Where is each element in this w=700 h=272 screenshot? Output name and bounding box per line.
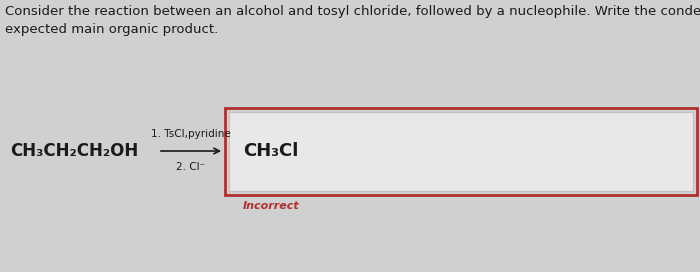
Text: CH₃CH₂CH₂OH: CH₃CH₂CH₂OH: [10, 142, 139, 160]
Text: 1. TsCl,pyridine: 1. TsCl,pyridine: [151, 129, 231, 139]
Text: CH₃Cl: CH₃Cl: [243, 143, 298, 160]
FancyBboxPatch shape: [229, 112, 693, 191]
Text: 2. Cl⁻: 2. Cl⁻: [176, 162, 206, 172]
Text: Incorrect: Incorrect: [243, 201, 300, 211]
FancyBboxPatch shape: [225, 108, 697, 195]
Text: Consider the reaction between an alcohol and tosyl chloride, followed by a nucle: Consider the reaction between an alcohol…: [5, 5, 700, 36]
